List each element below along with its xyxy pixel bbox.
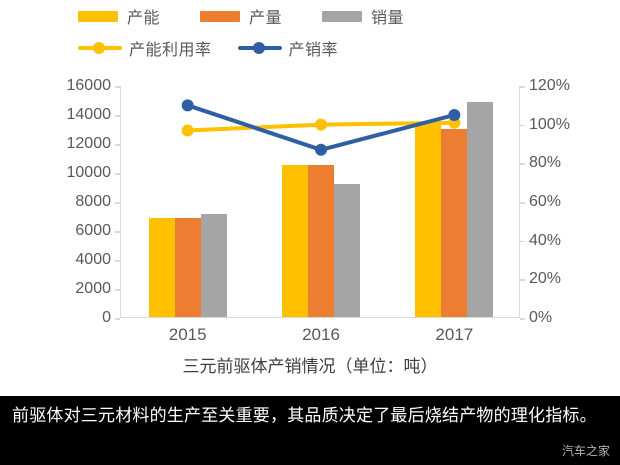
bar-swatch-icon	[200, 10, 241, 22]
x-axis-tick-label: 2017	[435, 325, 474, 344]
legend-item-output: 产量	[200, 4, 282, 28]
y-axis-right-tick-label: 60%	[529, 193, 562, 210]
bar-产能[interactable]	[281, 165, 308, 317]
y-axis-left-tick-label: 8000	[75, 193, 111, 210]
bar-销量[interactable]	[200, 214, 227, 317]
legend-row-bars: 产能 产量 销量	[78, 4, 430, 28]
y-axis-right-tick	[520, 202, 525, 204]
y-axis-left-tick	[115, 289, 120, 291]
watermark-label: 汽车之家	[561, 444, 610, 458]
line-marker-swatch-icon	[237, 41, 282, 55]
chart-title: 三元前驱体产销情况（单位：吨）	[182, 357, 438, 376]
y-axis-left-tick	[115, 173, 120, 175]
bar-group: 2015	[121, 86, 254, 344]
bar-swatch-icon	[322, 10, 363, 22]
caption-text: 前驱体对三元材料的生产至关重要，其品质决定了最后烧结产物的理化指标。	[12, 406, 597, 425]
legend-item-sales-ratio: 产销率	[237, 36, 339, 60]
y-axis-right-tick	[520, 318, 525, 320]
y-axis-left-tick-label: 14000	[66, 106, 112, 123]
y-axis-left-tick-label: 0	[102, 309, 111, 326]
y-axis-left-tick-label: 12000	[66, 135, 112, 152]
caption-bar: 前驱体对三元材料的生产至关重要，其品质决定了最后烧结产物的理化指标。 汽车之家	[0, 396, 620, 465]
y-axis-left-tick-label: 6000	[75, 222, 111, 239]
y-axis-left-tick-label: 2000	[75, 280, 111, 297]
legend-label-utilization: 产能利用率	[129, 42, 212, 59]
bar-产量[interactable]	[441, 128, 468, 317]
y-axis-left-tick-label: 16000	[66, 77, 112, 94]
legend-item-utilization: 产能利用率	[78, 36, 212, 60]
y-axis-left-tick	[115, 260, 120, 262]
y-axis-left-tick	[115, 231, 120, 233]
y-axis-left-tick	[115, 86, 120, 88]
y-axis-left-tick	[115, 144, 120, 146]
bar-产量[interactable]	[174, 218, 201, 317]
bar-产量[interactable]	[307, 164, 334, 317]
y-axis-right-tick-label: 120%	[529, 77, 570, 94]
y-axis-left-tick	[115, 115, 120, 117]
y-axis-right-tick-label: 20%	[529, 270, 562, 288]
legend-label-output: 产量	[249, 10, 283, 27]
legend-label-sales: 销量	[371, 10, 405, 27]
x-axis-tick-label: 2015	[168, 325, 207, 344]
y-axis-left-tick	[115, 202, 120, 204]
bar-销量[interactable]	[467, 102, 494, 317]
legend-item-sales: 销量	[322, 4, 404, 28]
legend-row-lines: 产能利用率 产销率	[78, 36, 364, 60]
bar-group: 2017	[388, 86, 521, 344]
legend-item-capacity: 产能	[78, 4, 160, 28]
y-axis-left-tick-label: 4000	[75, 251, 111, 268]
bar-group: 2016	[254, 86, 387, 344]
y-axis-left-tick	[115, 318, 120, 320]
chart-area: 0 2000 4000 6000 8000 10000 12000 14000 16000 0% 2…	[0, 68, 620, 358]
y-axis-right-tick	[520, 279, 525, 281]
bar-产能[interactable]	[415, 122, 442, 317]
chart-legend: 产能 产量 销量 产能利用率 产销率	[0, 0, 620, 68]
bar-swatch-icon	[78, 10, 118, 22]
y-axis-right-tick	[520, 240, 525, 243]
y-axis-right-tick	[520, 163, 525, 165]
bar-销量[interactable]	[333, 183, 360, 317]
y-axis-right-tick-label: 100%	[529, 115, 570, 133]
y-axis-right-tick-label: 40%	[529, 231, 562, 249]
legend-label-sales-ratio: 产销率	[288, 42, 339, 59]
line-marker-swatch-icon	[78, 41, 122, 55]
y-axis-right-tick-label: 0%	[529, 309, 553, 326]
y-axis-right-tick	[520, 86, 525, 88]
x-axis-tick-label: 2016	[302, 325, 340, 344]
y-axis-left-tick-label: 10000	[66, 164, 112, 181]
legend-label-capacity: 产能	[127, 10, 161, 27]
plot-area: 0 2000 4000 6000 8000 10000 12000 14000 16000 0% 2…	[67, 77, 570, 344]
y-axis-right-tick	[520, 124, 525, 127]
y-axis-right-tick-label: 80%	[529, 154, 562, 172]
bar-产能[interactable]	[148, 218, 175, 317]
